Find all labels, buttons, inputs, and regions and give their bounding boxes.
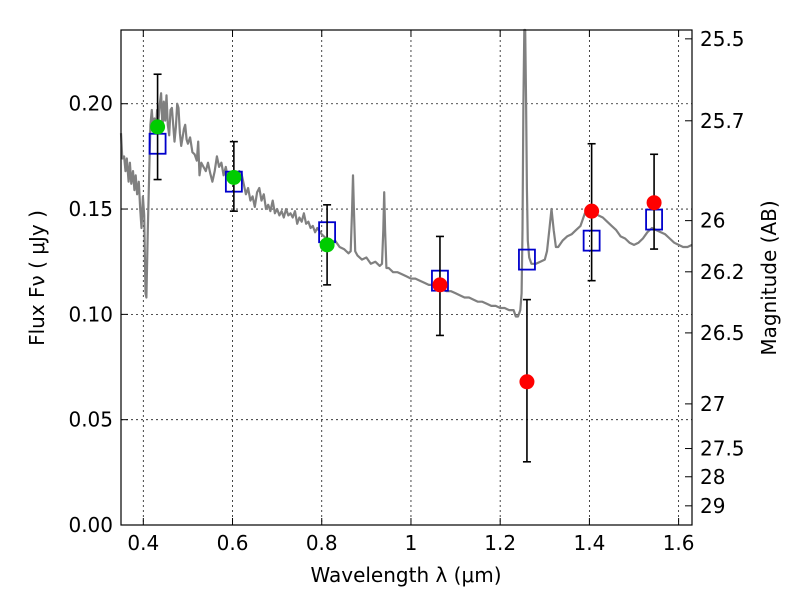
model-spectrum-line: [119, 28, 693, 318]
x-tick-label: 0.6: [217, 531, 249, 555]
y2-tick-label: 29: [700, 494, 725, 518]
x-tick-label: 0.8: [306, 531, 338, 555]
plot-frame: [120, 29, 693, 526]
x-tick-label: 1: [405, 531, 418, 555]
observed-flux-point: [226, 169, 242, 185]
y-tick-label: 0.20: [68, 92, 113, 116]
y-tick-label: 0.15: [68, 197, 113, 221]
x-tick-label: 1.4: [573, 531, 605, 555]
y2-tick-label: 26: [700, 209, 725, 233]
y-tick-label: 0.05: [68, 408, 113, 432]
x-tick-label: 1.6: [663, 531, 695, 555]
y2-tick-label: 27.5: [700, 437, 745, 461]
y2-axis-label: Magnitude (AB): [757, 200, 781, 355]
y-axis-label: Flux Fν ( μJy ): [25, 210, 49, 346]
y-tick-label: 0.00: [68, 513, 113, 537]
plot-area: [119, 28, 693, 463]
x-axis-ticks: 0.4 0.6 0.8 1 1.2 1.4 1.6: [127, 30, 695, 555]
x-tick-label: 1.2: [484, 531, 516, 555]
observed-flux-point: [150, 119, 166, 135]
observed-flux-point: [584, 203, 600, 219]
y-tick-label: 0.10: [68, 302, 113, 326]
y2-tick-label: 26.5: [700, 321, 745, 345]
observed-flux-point: [319, 237, 335, 253]
y2-tick-label: 28: [700, 465, 725, 489]
observed-flux-point: [519, 374, 535, 390]
y2-axis-ticks: 25.5 25.7 26 26.2 26.5 27 27.5 28 29: [685, 27, 745, 518]
y2-tick-label: 25.7: [700, 109, 745, 133]
y2-tick-label: 27: [700, 392, 725, 416]
observed-flux-point: [432, 277, 448, 293]
x-axis-label: Wavelength λ (μm): [310, 563, 501, 587]
observed-flux-point: [646, 195, 662, 211]
y2-tick-label: 26.2: [700, 260, 745, 284]
model-photometry-square: [518, 248, 536, 271]
y2-tick-label: 25.5: [700, 27, 745, 51]
x-tick-label: 0.4: [127, 531, 159, 555]
y-axis-ticks: 0.00 0.05 0.10 0.15 0.20: [68, 92, 128, 537]
